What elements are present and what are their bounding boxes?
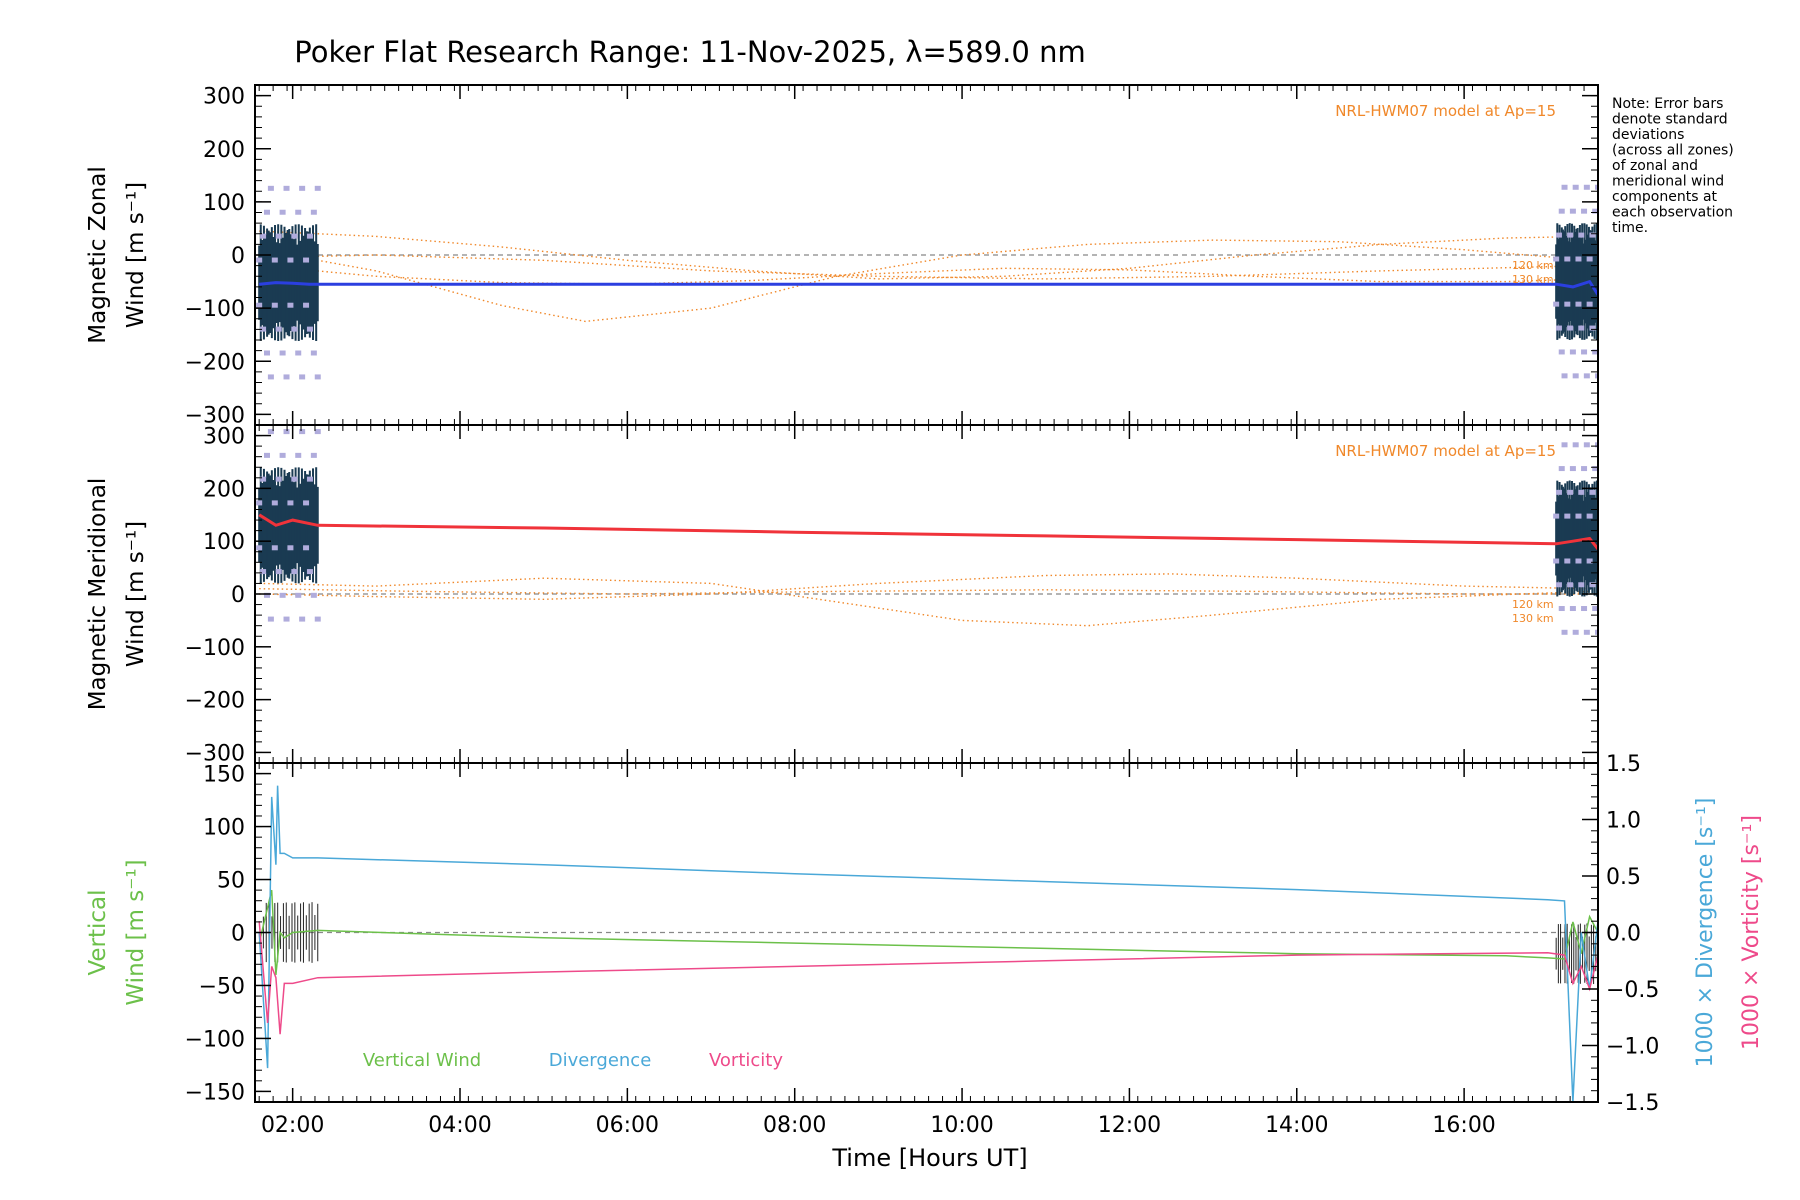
y2-tick-label: −1.0	[1606, 1035, 1659, 1060]
y-axis-label: Magnetic Meridional Wind [m s⁻¹]	[85, 478, 149, 711]
y2-tick-label: 0.0	[1606, 922, 1641, 947]
vertical-panel: 02:00 04:00 06:00 08:00 10:00 12:00 14:00 16:00…	[85, 752, 1764, 1138]
y2-axis-label-vorticity: 1000 × Vorticity [s⁻¹]	[1739, 815, 1764, 1050]
chart-title: Poker Flat Research Range: 11-Nov-2025, …	[294, 35, 1085, 69]
plot-area	[255, 785, 1598, 1102]
x-tick-label: 02:00	[261, 1113, 324, 1138]
zonal-panel: 300 200 100 0 −100 −200 −300 Magnetic Zonal Wind…	[85, 84, 1599, 428]
note-line: components at	[1612, 189, 1718, 205]
x-tick-label: 06:00	[596, 1113, 659, 1138]
y-tick-label: 100	[203, 530, 245, 555]
note-line: (across all zones)	[1612, 143, 1734, 159]
x-axis-label: Time [Hours UT]	[831, 1144, 1027, 1172]
model-curve-2	[259, 573, 1590, 601]
y-tick-label: −200	[185, 350, 245, 375]
plot-area	[255, 184, 1598, 380]
y2-axis-label-divergence: 1000 × Divergence [s⁻¹]	[1693, 798, 1718, 1068]
model-label: NRL-HWM07 model at Ap=15	[1335, 102, 1556, 120]
y-tick-label: −100	[185, 297, 245, 322]
y-tick-label: 100	[203, 191, 245, 216]
note-line: of zonal and	[1612, 158, 1698, 174]
x-tick-label: 14:00	[1265, 1113, 1328, 1138]
plot-area	[255, 429, 1598, 635]
y-tick-label: −50	[199, 974, 245, 999]
y-tick-label: −150	[185, 1080, 245, 1105]
x-tick-label: 12:00	[1098, 1113, 1161, 1138]
y-tick-label: 200	[203, 138, 245, 163]
model-alt-label-130: 130 km	[1512, 273, 1554, 286]
y2-tick-label: −1.5	[1606, 1091, 1659, 1116]
y-tick-label: −300	[185, 741, 245, 766]
x-tick-label: 04:00	[428, 1113, 491, 1138]
series-divergence	[258, 785, 1598, 1102]
model-curve-2	[259, 264, 1590, 285]
model-curve-4	[259, 254, 1590, 280]
y-axis-label-line2: Wind [m s⁻¹]	[123, 182, 149, 328]
x-tick-label: 08:00	[763, 1113, 826, 1138]
y-axis-label: Magnetic Zonal Wind [m s⁻¹]	[85, 166, 149, 344]
model-curve-1	[259, 239, 1590, 323]
y-tick-label: −300	[185, 403, 245, 428]
y-axis-label-line2: Wind [m s⁻¹]	[123, 859, 149, 1005]
y2-tick-label: 1.0	[1606, 809, 1641, 834]
y-tick-label: 300	[203, 425, 245, 450]
legend-vertical-wind: Vertical Wind	[363, 1050, 481, 1071]
model-alt-label-130: 130 km	[1512, 612, 1554, 625]
y-tick-label: −200	[185, 689, 245, 714]
y-axis-label-line1: Vertical	[85, 889, 111, 975]
y-tick-label: 200	[203, 477, 245, 502]
note-line: time.	[1612, 220, 1648, 236]
y-tick-label: 0	[231, 922, 245, 947]
model-alt-label-120: 120 km	[1512, 259, 1554, 272]
y-tick-label: 300	[203, 85, 245, 110]
note-line: each observation	[1612, 205, 1733, 221]
series-mean-zonal-wind	[259, 279, 1598, 296]
note-line: deviations	[1612, 127, 1684, 143]
y-tick-label: −100	[185, 1027, 245, 1052]
x-tick-label: 10:00	[930, 1113, 993, 1138]
observation-cluster-1	[256, 429, 321, 622]
observation-cluster-2	[1553, 184, 1598, 379]
model-curve-1	[259, 577, 1590, 627]
meridional-panel: 300 200 100 0 −100 −200 −300 Magnetic Meridiona…	[85, 424, 1599, 766]
vertical-error-bars	[262, 902, 1598, 985]
y2-tick-label: −0.5	[1606, 978, 1659, 1003]
y-axis-label-line2: Wind [m s⁻¹]	[123, 521, 149, 667]
y-axis-label-line1: Magnetic Zonal	[85, 166, 111, 344]
model-label: NRL-HWM07 model at Ap=15	[1335, 442, 1556, 460]
y-axis-label-line1: Magnetic Meridional	[85, 478, 111, 711]
y-tick-label: 0	[231, 583, 245, 608]
series-vorticity	[258, 921, 1598, 1035]
note-line: denote standard	[1612, 112, 1728, 128]
divergence-axis-label: 1000 × Divergence [s⁻¹]	[1693, 798, 1718, 1068]
legend-vorticity: Vorticity	[709, 1050, 783, 1071]
model-alt-label-120: 120 km	[1512, 598, 1554, 611]
legend-divergence: Divergence	[549, 1050, 652, 1071]
y-tick-label: 100	[203, 816, 245, 841]
y-tick-label: −100	[185, 636, 245, 661]
y-tick-label: 0	[231, 244, 245, 269]
x-tick-label: 16:00	[1432, 1113, 1495, 1138]
y-axis-label: Vertical Wind [m s⁻¹]	[85, 859, 149, 1005]
vorticity-axis-label: 1000 × Vorticity [s⁻¹]	[1739, 815, 1764, 1050]
y2-tick-label: 1.5	[1606, 752, 1641, 777]
series-mean-meridional-wind	[258, 513, 1598, 551]
y2-tick-label: 0.5	[1606, 865, 1641, 890]
series-vertical-wind	[258, 889, 1598, 975]
model-curve-3	[259, 588, 1590, 595]
y-tick-label: 50	[217, 869, 245, 894]
y-tick-label: 150	[203, 763, 245, 788]
note-line: Note: Error bars	[1612, 96, 1723, 112]
note-line: meridional wind	[1612, 174, 1724, 190]
